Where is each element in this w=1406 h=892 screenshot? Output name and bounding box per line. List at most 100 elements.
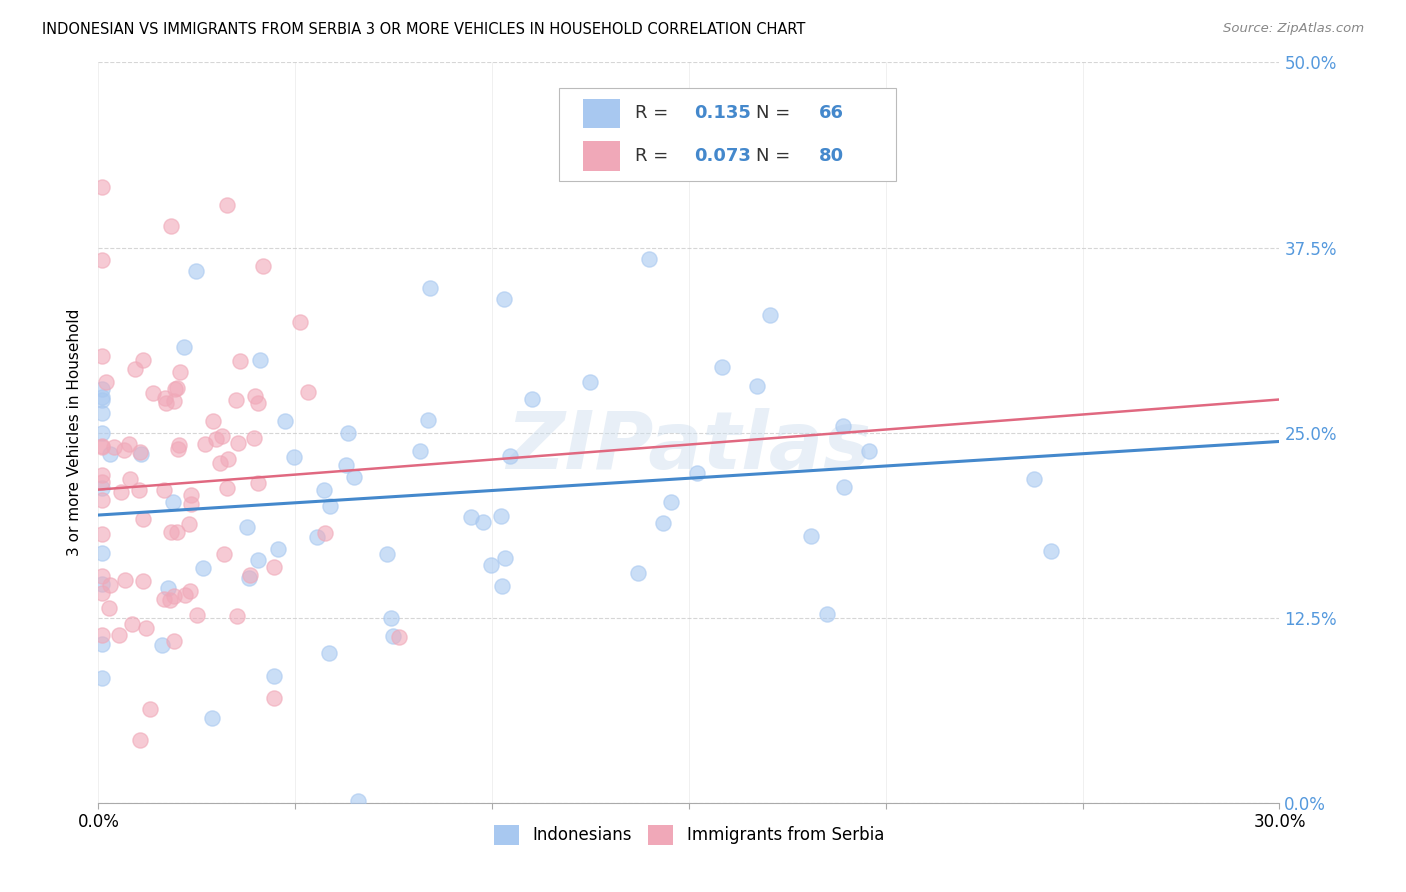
Point <box>91 546 114 560</box>
Point <box>91 527 114 541</box>
Point <box>177 516 200 531</box>
Legend: Indonesians, Immigrants from Serbia: Indonesians, Immigrants from Serbia <box>489 820 889 850</box>
Point <box>169 438 191 452</box>
Point <box>335 458 357 472</box>
Point <box>1024 472 1046 486</box>
Bar <box>582 98 620 128</box>
Point <box>118 437 141 451</box>
Point <box>160 525 183 540</box>
Text: N =: N = <box>756 104 796 122</box>
Text: Source: ZipAtlas.com: Source: ZipAtlas.com <box>1223 22 1364 36</box>
Point <box>246 395 269 409</box>
Point <box>156 582 179 596</box>
Point <box>97 601 120 615</box>
Point <box>128 732 150 747</box>
Point <box>626 566 648 580</box>
Point <box>229 354 252 368</box>
Point <box>263 690 285 705</box>
Point <box>98 446 121 460</box>
Point <box>132 512 155 526</box>
Point <box>91 628 114 642</box>
Point <box>191 561 214 575</box>
Point <box>215 481 238 495</box>
Point <box>759 308 782 322</box>
FancyBboxPatch shape <box>560 88 896 181</box>
Point <box>382 629 405 643</box>
Point <box>288 315 311 329</box>
Point <box>91 252 114 267</box>
Point <box>142 385 165 400</box>
Point <box>297 385 319 400</box>
Point <box>121 617 143 632</box>
Point <box>380 610 402 624</box>
Point <box>225 392 247 407</box>
Point <box>579 376 602 390</box>
Y-axis label: 3 or more Vehicles in Household: 3 or more Vehicles in Household <box>67 309 83 557</box>
Point <box>91 407 114 421</box>
Text: N =: N = <box>756 147 796 165</box>
Point <box>419 281 441 295</box>
Point <box>91 426 114 441</box>
Point <box>112 443 135 458</box>
Point <box>652 516 675 531</box>
Bar <box>582 141 620 170</box>
Point <box>217 198 239 212</box>
Point <box>492 292 515 306</box>
Point <box>494 551 516 566</box>
Point <box>162 495 184 509</box>
Point <box>155 396 177 410</box>
Point <box>205 432 228 446</box>
Point <box>263 560 285 574</box>
Point <box>832 418 855 433</box>
Point <box>409 443 432 458</box>
Point <box>800 529 823 543</box>
Point <box>124 362 146 376</box>
Point <box>132 353 155 368</box>
Text: 80: 80 <box>818 147 844 165</box>
Point <box>163 589 186 603</box>
Point <box>217 452 239 467</box>
Point <box>91 392 114 407</box>
Point <box>318 499 340 513</box>
Point <box>159 219 181 234</box>
Point <box>832 479 855 493</box>
Text: 0.135: 0.135 <box>693 104 751 122</box>
Point <box>135 621 157 635</box>
Point <box>94 375 117 389</box>
Point <box>91 439 114 453</box>
Text: ZIPatlas: ZIPatlas <box>506 409 872 486</box>
Point <box>91 568 114 582</box>
Point <box>314 525 336 540</box>
Point <box>388 630 411 644</box>
Point <box>745 379 768 393</box>
Point <box>91 390 114 404</box>
Point <box>815 607 838 621</box>
Point <box>129 445 152 459</box>
Point <box>347 794 370 808</box>
Point <box>283 450 305 464</box>
Point <box>91 576 114 591</box>
Point <box>91 475 114 489</box>
Point <box>243 389 266 403</box>
Point <box>180 488 202 502</box>
Point <box>208 456 231 470</box>
Point <box>180 497 202 511</box>
Point <box>114 573 136 587</box>
Point <box>166 380 188 394</box>
Point <box>91 671 114 685</box>
Point <box>686 467 709 481</box>
Point <box>132 574 155 588</box>
Point <box>91 636 114 650</box>
Point <box>418 412 440 426</box>
Point <box>247 553 270 567</box>
Point <box>336 426 359 441</box>
Point <box>1039 544 1062 558</box>
Point <box>499 449 522 463</box>
Text: 66: 66 <box>818 104 844 122</box>
Point <box>471 515 494 529</box>
Point <box>118 472 141 486</box>
Point <box>242 431 264 445</box>
Point <box>225 609 247 624</box>
Point <box>661 494 683 508</box>
Text: 0.073: 0.073 <box>693 147 751 165</box>
